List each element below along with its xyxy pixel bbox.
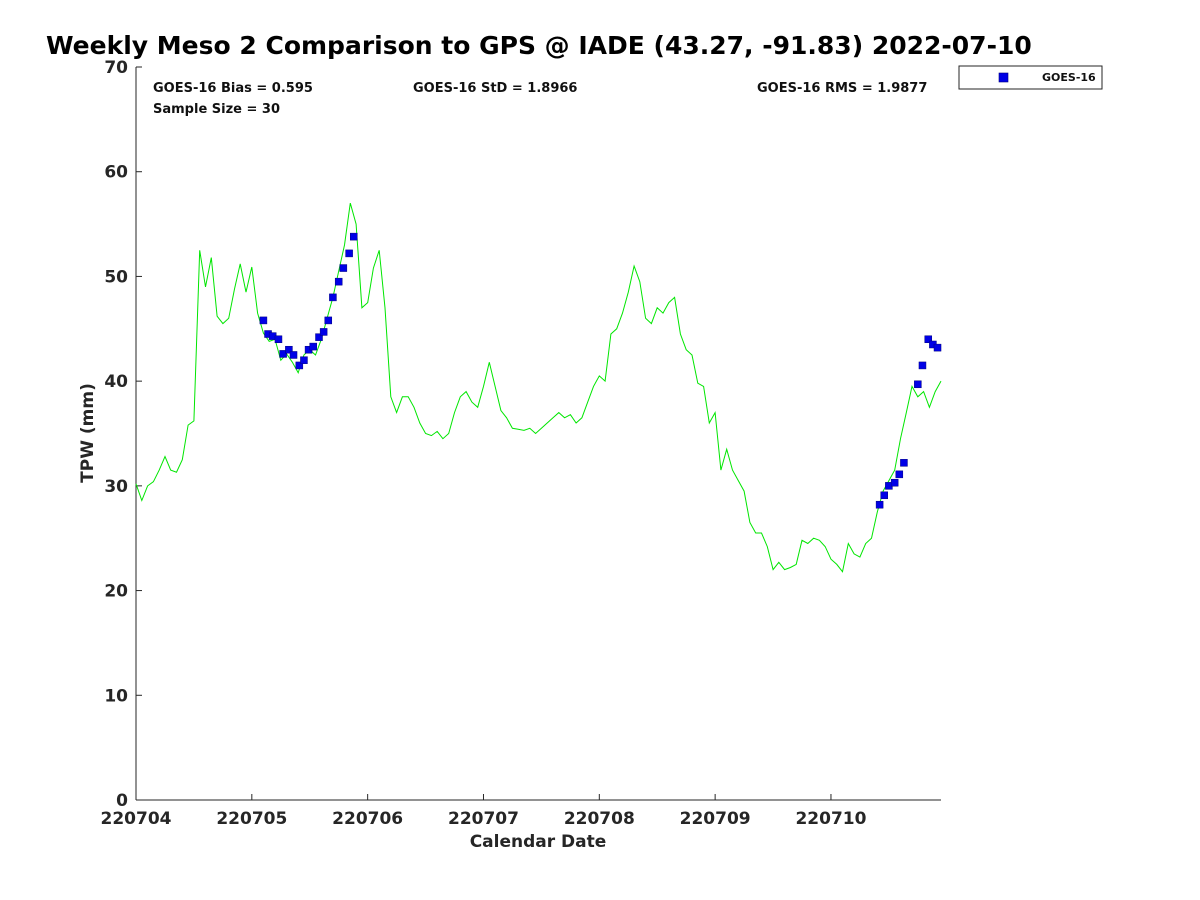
goes16-point xyxy=(300,356,308,364)
goes16-point xyxy=(345,249,353,258)
goes16-point xyxy=(339,264,348,272)
legend-entry-goes16: GOES-16 xyxy=(1042,71,1096,84)
goes16-point xyxy=(315,333,323,341)
y-tick-label: 30 xyxy=(104,477,128,497)
x-tick-label: 220706 xyxy=(332,809,403,829)
goes16-point xyxy=(900,459,908,467)
y-tick-label: 0 xyxy=(116,791,128,811)
x-tick-label: 220708 xyxy=(564,809,635,829)
x-tick-label: 220709 xyxy=(680,809,751,829)
goes16-point xyxy=(924,335,933,344)
goes16-point xyxy=(895,470,904,479)
y-tick-label: 50 xyxy=(104,267,128,287)
x-axis-label: Calendar Date xyxy=(470,832,607,852)
x-tick-label: 220705 xyxy=(216,809,287,829)
sample-size-stat: Sample Size = 30 xyxy=(153,102,280,117)
rms-stat: GOES-16 RMS = 1.9877 xyxy=(757,81,927,96)
axis-ticks: 0 10 20 30 40 50 60 70 220704 220705 220706 220707 2… xyxy=(101,58,867,829)
y-tick-label: 40 xyxy=(104,372,128,392)
goes16-point xyxy=(329,293,337,302)
stats-annotations: GOES-16 Bias = 0.595 GOES-16 StD = 1.896… xyxy=(153,81,927,117)
goes16-point xyxy=(875,500,884,509)
legend-box xyxy=(958,65,1103,90)
goes16-point xyxy=(334,277,343,286)
goes16-point xyxy=(350,232,358,241)
goes16-point xyxy=(279,350,287,358)
y-tick-label: 70 xyxy=(104,58,128,78)
y-tick-label: 10 xyxy=(104,686,128,706)
goes16-point xyxy=(324,316,333,325)
y-tick-label: 60 xyxy=(104,163,128,183)
series-layer xyxy=(135,202,942,573)
goes16-point xyxy=(918,361,927,370)
goes16-point xyxy=(890,478,899,487)
bias-stat: GOES-16 Bias = 0.595 xyxy=(153,81,313,96)
chart-title: Weekly Meso 2 Comparison to GPS @ IADE (… xyxy=(46,31,1032,60)
goes16-point xyxy=(289,351,298,359)
legend-marker-goes16 xyxy=(998,72,1009,83)
x-tick-label: 220710 xyxy=(795,809,866,829)
goes16-point xyxy=(295,361,304,370)
goes16-point xyxy=(880,491,888,500)
std-stat: GOES-16 StD = 1.8966 xyxy=(413,81,577,96)
y-axis-label: TPW (mm) xyxy=(78,383,98,483)
plot-area: 0 10 20 30 40 50 60 70 220704 220705 220706 220707 2… xyxy=(101,58,942,829)
goes16-point xyxy=(259,316,268,325)
goes16-point xyxy=(274,335,283,344)
goes16-point xyxy=(319,328,328,336)
goes16-point xyxy=(933,343,942,352)
goes16-point xyxy=(309,342,317,351)
y-tick-label: 20 xyxy=(104,582,128,602)
goes16-point xyxy=(914,380,922,389)
gps-tpw-line xyxy=(135,202,942,573)
goes16-point xyxy=(285,345,293,354)
legend: GOES-16 xyxy=(958,65,1103,90)
x-tick-label: 220704 xyxy=(101,809,172,829)
x-tick-label: 220707 xyxy=(448,809,519,829)
